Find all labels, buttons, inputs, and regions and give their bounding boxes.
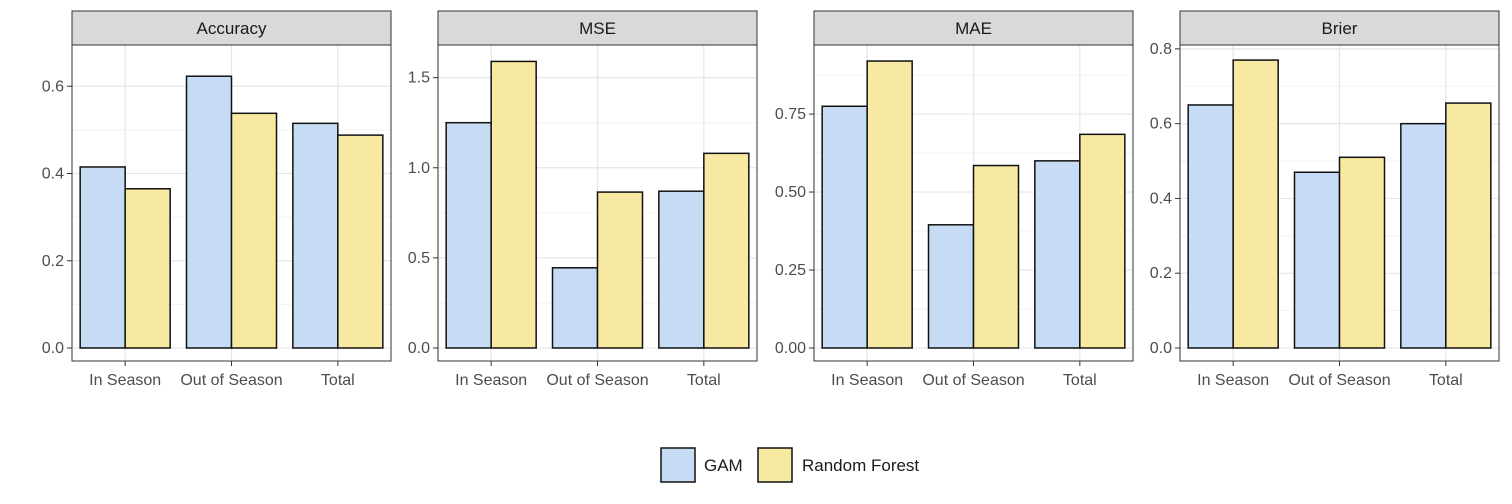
legend: GAM Random Forest (660, 447, 919, 483)
y-tick-label: 0.6 (1150, 116, 1172, 133)
bar-brier-in-season-gam (1187, 104, 1234, 349)
x-tick-label: In Season (89, 372, 161, 389)
y-tick-label: 1.0 (408, 160, 430, 177)
legend-label-random-forest: Random Forest (802, 456, 919, 475)
facet-title-mae: MAE (955, 19, 992, 38)
facet-title-brier: Brier (1322, 19, 1358, 38)
x-tick-label: Total (321, 372, 355, 389)
bar-brier-in-season-random-forest (1232, 59, 1279, 349)
bar-accuracy-out-of-season-random-forest (230, 112, 278, 349)
bar-brier-out-of-season-random-forest (1338, 156, 1386, 349)
bar-mae-out-of-season-random-forest (972, 164, 1020, 349)
bar-brier-total-gam (1400, 122, 1447, 349)
facet-strip (71, 10, 392, 46)
y-tick-label: 0.4 (42, 166, 64, 183)
y-tick-label: 0.5 (408, 250, 430, 267)
bar-brier-out-of-season-gam (1293, 171, 1341, 349)
bar-mse-out-of-season-random-forest (596, 191, 644, 349)
panel-mae: 0.00 0.25 0.50 0.75 In Season Out of Season To… (775, 10, 1134, 389)
y-tick-label: 0.2 (1150, 265, 1172, 282)
y-tick-label: 0.50 (775, 184, 806, 201)
x-tick-label: Out of Season (1288, 372, 1390, 389)
panel-brier: 0.0 0.2 0.4 0.6 0.8 In Season Out of Season Tot… (1150, 10, 1500, 389)
facet-title-mse: MSE (579, 19, 616, 38)
x-tick-label: Out of Season (546, 372, 648, 389)
y-tick-label: 0.0 (408, 340, 430, 357)
x-tick-label: Total (1063, 372, 1097, 389)
legend-label-gam: GAM (704, 456, 743, 475)
facet-strip (437, 10, 758, 46)
x-tick-label: In Season (455, 372, 527, 389)
bar-accuracy-total-random-forest (337, 134, 384, 349)
bar-accuracy-out-of-season-gam (185, 75, 233, 349)
facet-strip (1179, 10, 1500, 46)
bar-accuracy-in-season-random-forest (124, 188, 171, 349)
bar-mse-out-of-season-gam (551, 267, 599, 349)
legend-key-random-forest (757, 447, 793, 483)
y-tick-label: 0.0 (1150, 340, 1172, 357)
bar-mse-total-gam (658, 190, 705, 349)
y-tick-label: 1.5 (408, 70, 430, 87)
bar-mae-out-of-season-gam (927, 224, 975, 349)
x-tick-label: Total (687, 372, 721, 389)
bar-accuracy-total-gam (292, 122, 339, 349)
x-tick-label: Total (1429, 372, 1463, 389)
bar-mse-total-random-forest (703, 152, 750, 349)
bar-mae-total-gam (1034, 160, 1081, 349)
bar-mae-in-season-random-forest (866, 60, 913, 349)
facet-title-accuracy: Accuracy (197, 19, 267, 38)
y-tick-label: 0.4 (1150, 190, 1172, 207)
bar-brier-total-random-forest (1445, 102, 1492, 349)
y-tick-label: 0.75 (775, 106, 806, 123)
y-tick-label: 0.2 (42, 253, 64, 270)
y-tick-label: 0.6 (42, 78, 64, 95)
bar-mse-in-season-random-forest (490, 60, 537, 349)
y-tick-label: 0.0 (42, 340, 64, 357)
y-tick-label: 0.8 (1150, 41, 1172, 58)
panel-accuracy: 0.0 0.2 0.4 0.6 In Season Out of Season Total A… (42, 10, 392, 389)
y-tick-label: 0.25 (775, 262, 806, 279)
bar-accuracy-in-season-gam (79, 166, 126, 349)
x-tick-label: Out of Season (922, 372, 1024, 389)
y-tick-label: 0.00 (775, 340, 806, 357)
bar-mse-in-season-gam (445, 121, 492, 349)
x-tick-label: In Season (831, 372, 903, 389)
legend-key-gam (660, 447, 696, 483)
panel-mse: 0.0 0.5 1.0 1.5 In Season Out of Season Total M… (408, 10, 758, 389)
facet-strip (813, 10, 1134, 46)
bar-mae-in-season-gam (821, 105, 868, 349)
x-tick-label: Out of Season (180, 372, 282, 389)
x-tick-label: In Season (1197, 372, 1269, 389)
bar-mae-total-random-forest (1079, 133, 1126, 349)
